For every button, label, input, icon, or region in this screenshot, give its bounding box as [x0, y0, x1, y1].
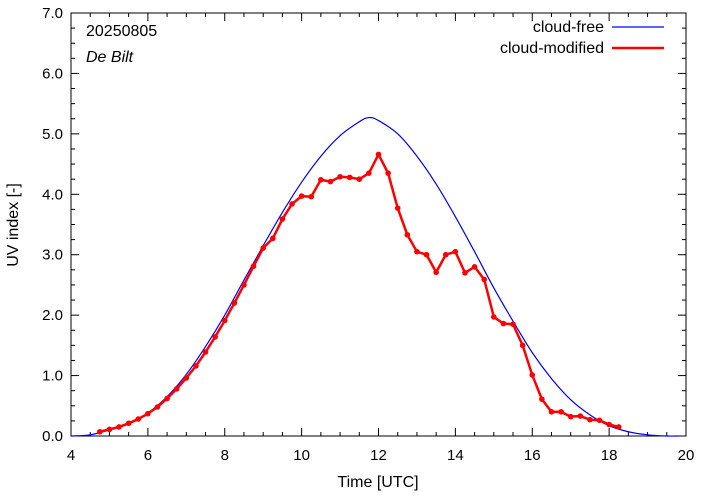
y-tick-label: 4.0	[42, 186, 63, 203]
data-point-cloud-modified	[510, 321, 516, 328]
data-point-cloud-modified	[471, 264, 478, 270]
legend: cloud-free cloud-modified	[500, 19, 664, 57]
y-tick-label: 6.0	[42, 65, 63, 82]
data-point-cloud-modified	[241, 282, 247, 288]
date-annotation: 20250805	[86, 23, 157, 40]
data-point-cloud-modified	[269, 235, 276, 242]
data-point-cloud-modified	[260, 245, 266, 251]
data-point-cloud-modified	[212, 334, 218, 340]
data-point-cloud-modified	[433, 269, 439, 276]
data-point-cloud-modified	[567, 413, 574, 420]
x-tick-label: 20	[678, 447, 695, 464]
data-point-cloud-modified	[500, 320, 507, 327]
series-layer	[70, 116, 679, 437]
x-tick-label: 8	[221, 447, 229, 464]
data-point-cloud-modified	[193, 363, 199, 369]
data-point-cloud-modified	[452, 248, 459, 255]
legend-label-cloud-free: cloud-free	[533, 19, 604, 36]
data-point-cloud-modified	[106, 426, 113, 433]
data-point-cloud-modified	[577, 413, 584, 419]
y-tick-label: 2.0	[42, 307, 63, 324]
data-point-cloud-modified	[279, 216, 286, 222]
location-annotation: De Bilt	[86, 49, 134, 66]
data-point-cloud-modified	[462, 270, 468, 276]
series-line-cloud-free	[70, 116, 679, 437]
data-point-cloud-modified	[346, 174, 353, 181]
data-point-cloud-modified	[394, 205, 401, 211]
data-point-cloud-modified	[385, 170, 391, 176]
data-point-cloud-modified	[164, 395, 170, 402]
data-point-cloud-modified	[337, 173, 343, 180]
x-tick-label: 4	[67, 447, 75, 464]
data-point-cloud-modified	[423, 251, 430, 258]
data-point-cloud-modified	[125, 420, 132, 427]
data-point-cloud-modified	[414, 248, 420, 255]
x-tick-label: 14	[447, 447, 464, 464]
x-tick-label: 16	[524, 447, 541, 464]
data-point-cloud-modified	[308, 193, 315, 200]
data-point-cloud-modified	[173, 386, 180, 392]
plot-frame	[70, 12, 687, 437]
legend-label-cloud-modified: cloud-modified	[500, 40, 604, 57]
data-point-cloud-modified	[606, 421, 612, 428]
data-point-cloud-modified	[145, 410, 151, 417]
data-point-cloud-modified	[356, 176, 363, 182]
data-point-cloud-modified	[404, 231, 411, 238]
y-tick-label: 0.0	[42, 428, 63, 445]
data-point-cloud-modified	[202, 349, 209, 355]
data-point-cloud-modified	[327, 178, 334, 185]
data-point-cloud-modified	[183, 375, 190, 381]
data-point-cloud-modified	[442, 251, 449, 258]
data-point-cloud-modified	[116, 424, 122, 430]
data-point-cloud-modified	[366, 170, 372, 176]
x-axis-label: Time [UTC]	[337, 474, 418, 491]
data-point-cloud-modified	[529, 372, 536, 378]
data-point-cloud-modified	[375, 151, 382, 158]
data-point-cloud-modified	[221, 317, 228, 324]
data-point-cloud-modified	[97, 428, 103, 435]
data-point-cloud-modified	[231, 300, 238, 306]
data-point-cloud-modified	[289, 201, 295, 207]
y-axis-label: UV index [-]	[5, 183, 22, 267]
data-point-cloud-modified	[250, 263, 257, 269]
data-point-cloud-modified	[135, 416, 142, 422]
ticks-layer: 4 6 8 10 12 14 16 18 20 0.0 1.0 2.0 3.0 4.0 5.0 6.0 7.0	[42, 5, 694, 464]
data-point-cloud-modified	[615, 424, 622, 430]
x-tick-label: 6	[144, 447, 152, 464]
data-point-cloud-modified	[539, 396, 545, 402]
data-point-cloud-modified	[587, 416, 593, 423]
x-tick-label: 18	[601, 447, 618, 464]
x-tick-label: 10	[293, 447, 310, 464]
data-point-cloud-modified	[558, 409, 564, 415]
data-point-cloud-modified	[481, 276, 488, 283]
y-tick-label: 1.0	[42, 368, 63, 385]
y-tick-label: 3.0	[42, 247, 63, 264]
data-point-cloud-modified	[298, 193, 305, 199]
x-tick-label: 12	[370, 447, 387, 464]
data-point-cloud-modified	[154, 404, 161, 410]
data-point-cloud-modified	[548, 409, 555, 415]
data-point-cloud-modified	[519, 342, 526, 349]
data-point-cloud-modified	[318, 176, 324, 183]
y-tick-label: 7.0	[42, 5, 63, 22]
y-tick-label: 5.0	[42, 126, 63, 143]
data-point-cloud-modified	[491, 314, 497, 320]
data-point-cloud-modified	[596, 417, 603, 424]
